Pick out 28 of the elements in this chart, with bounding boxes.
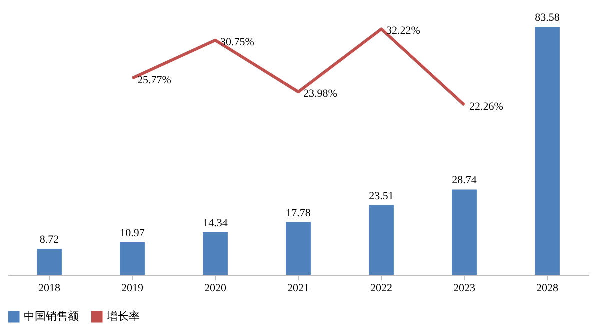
data-label: 8.72 (40, 234, 60, 246)
data-label: 22.26% (470, 101, 504, 114)
bar (37, 249, 62, 275)
data-label: 83.58 (535, 12, 560, 24)
data-label: 14.34 (203, 217, 228, 230)
data-label: 23.51 (369, 190, 394, 202)
x-tick-label: 2018 (38, 282, 61, 294)
x-tick-label: 2023 (454, 282, 476, 294)
x-tick-label: 2022 (370, 282, 392, 294)
legend-label: 中国销售额 (24, 310, 79, 323)
bar (120, 242, 145, 275)
data-label: 25.77% (138, 74, 172, 86)
data-label: 28.74 (452, 174, 478, 187)
bar (369, 205, 394, 275)
bar (286, 222, 311, 275)
x-tick-label: 2020 (204, 282, 227, 294)
legend-label: 增长率 (106, 310, 140, 323)
x-tick-label: 2019 (122, 282, 144, 294)
bar (203, 232, 228, 275)
x-tick-label: 2028 (536, 282, 559, 294)
bar (535, 27, 560, 275)
data-label: 30.75% (220, 36, 254, 48)
x-tick-label: 2021 (288, 282, 310, 294)
data-label: 17.78 (286, 207, 312, 220)
bar (452, 190, 477, 275)
data-label: 32.22% (386, 25, 420, 38)
data-label: 10.97 (120, 227, 146, 240)
data-label: 23.98% (304, 88, 338, 100)
